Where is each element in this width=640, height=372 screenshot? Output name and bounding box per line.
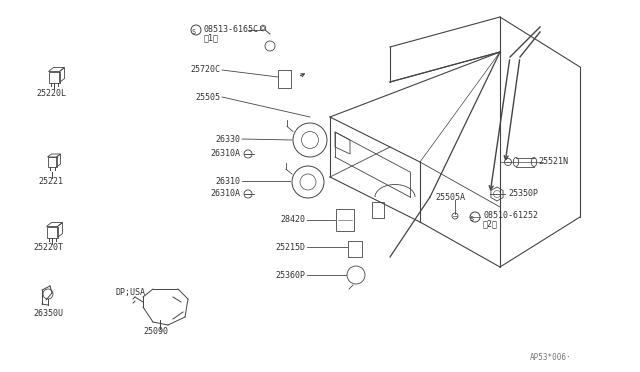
- Text: DP;USA: DP;USA: [115, 288, 145, 296]
- Text: 26310A: 26310A: [210, 150, 240, 158]
- Text: 26310A: 26310A: [210, 189, 240, 199]
- Text: 25350P: 25350P: [508, 189, 538, 199]
- Text: 08510-61252: 08510-61252: [483, 211, 538, 219]
- Text: 25220L: 25220L: [36, 89, 66, 97]
- Text: 28420: 28420: [280, 215, 305, 224]
- Text: 25090: 25090: [143, 327, 168, 337]
- Text: 25505A: 25505A: [435, 192, 465, 202]
- Text: 25521N: 25521N: [538, 157, 568, 167]
- Text: （2）: （2）: [483, 219, 498, 228]
- Text: 25360P: 25360P: [275, 270, 305, 279]
- Text: 25221: 25221: [38, 177, 63, 186]
- Text: S: S: [191, 29, 195, 35]
- Text: 25215D: 25215D: [275, 243, 305, 251]
- Text: 26310: 26310: [215, 176, 240, 186]
- Text: 26330: 26330: [215, 135, 240, 144]
- Text: 26350U: 26350U: [33, 308, 63, 317]
- Text: （1）: （1）: [204, 33, 219, 42]
- Text: 25720C: 25720C: [190, 65, 220, 74]
- Text: AP53*006·: AP53*006·: [530, 353, 572, 362]
- Text: 25220T: 25220T: [33, 244, 63, 253]
- Text: 25505: 25505: [195, 93, 220, 102]
- Text: S: S: [470, 216, 474, 222]
- Text: 08513-6165C: 08513-6165C: [204, 26, 259, 35]
